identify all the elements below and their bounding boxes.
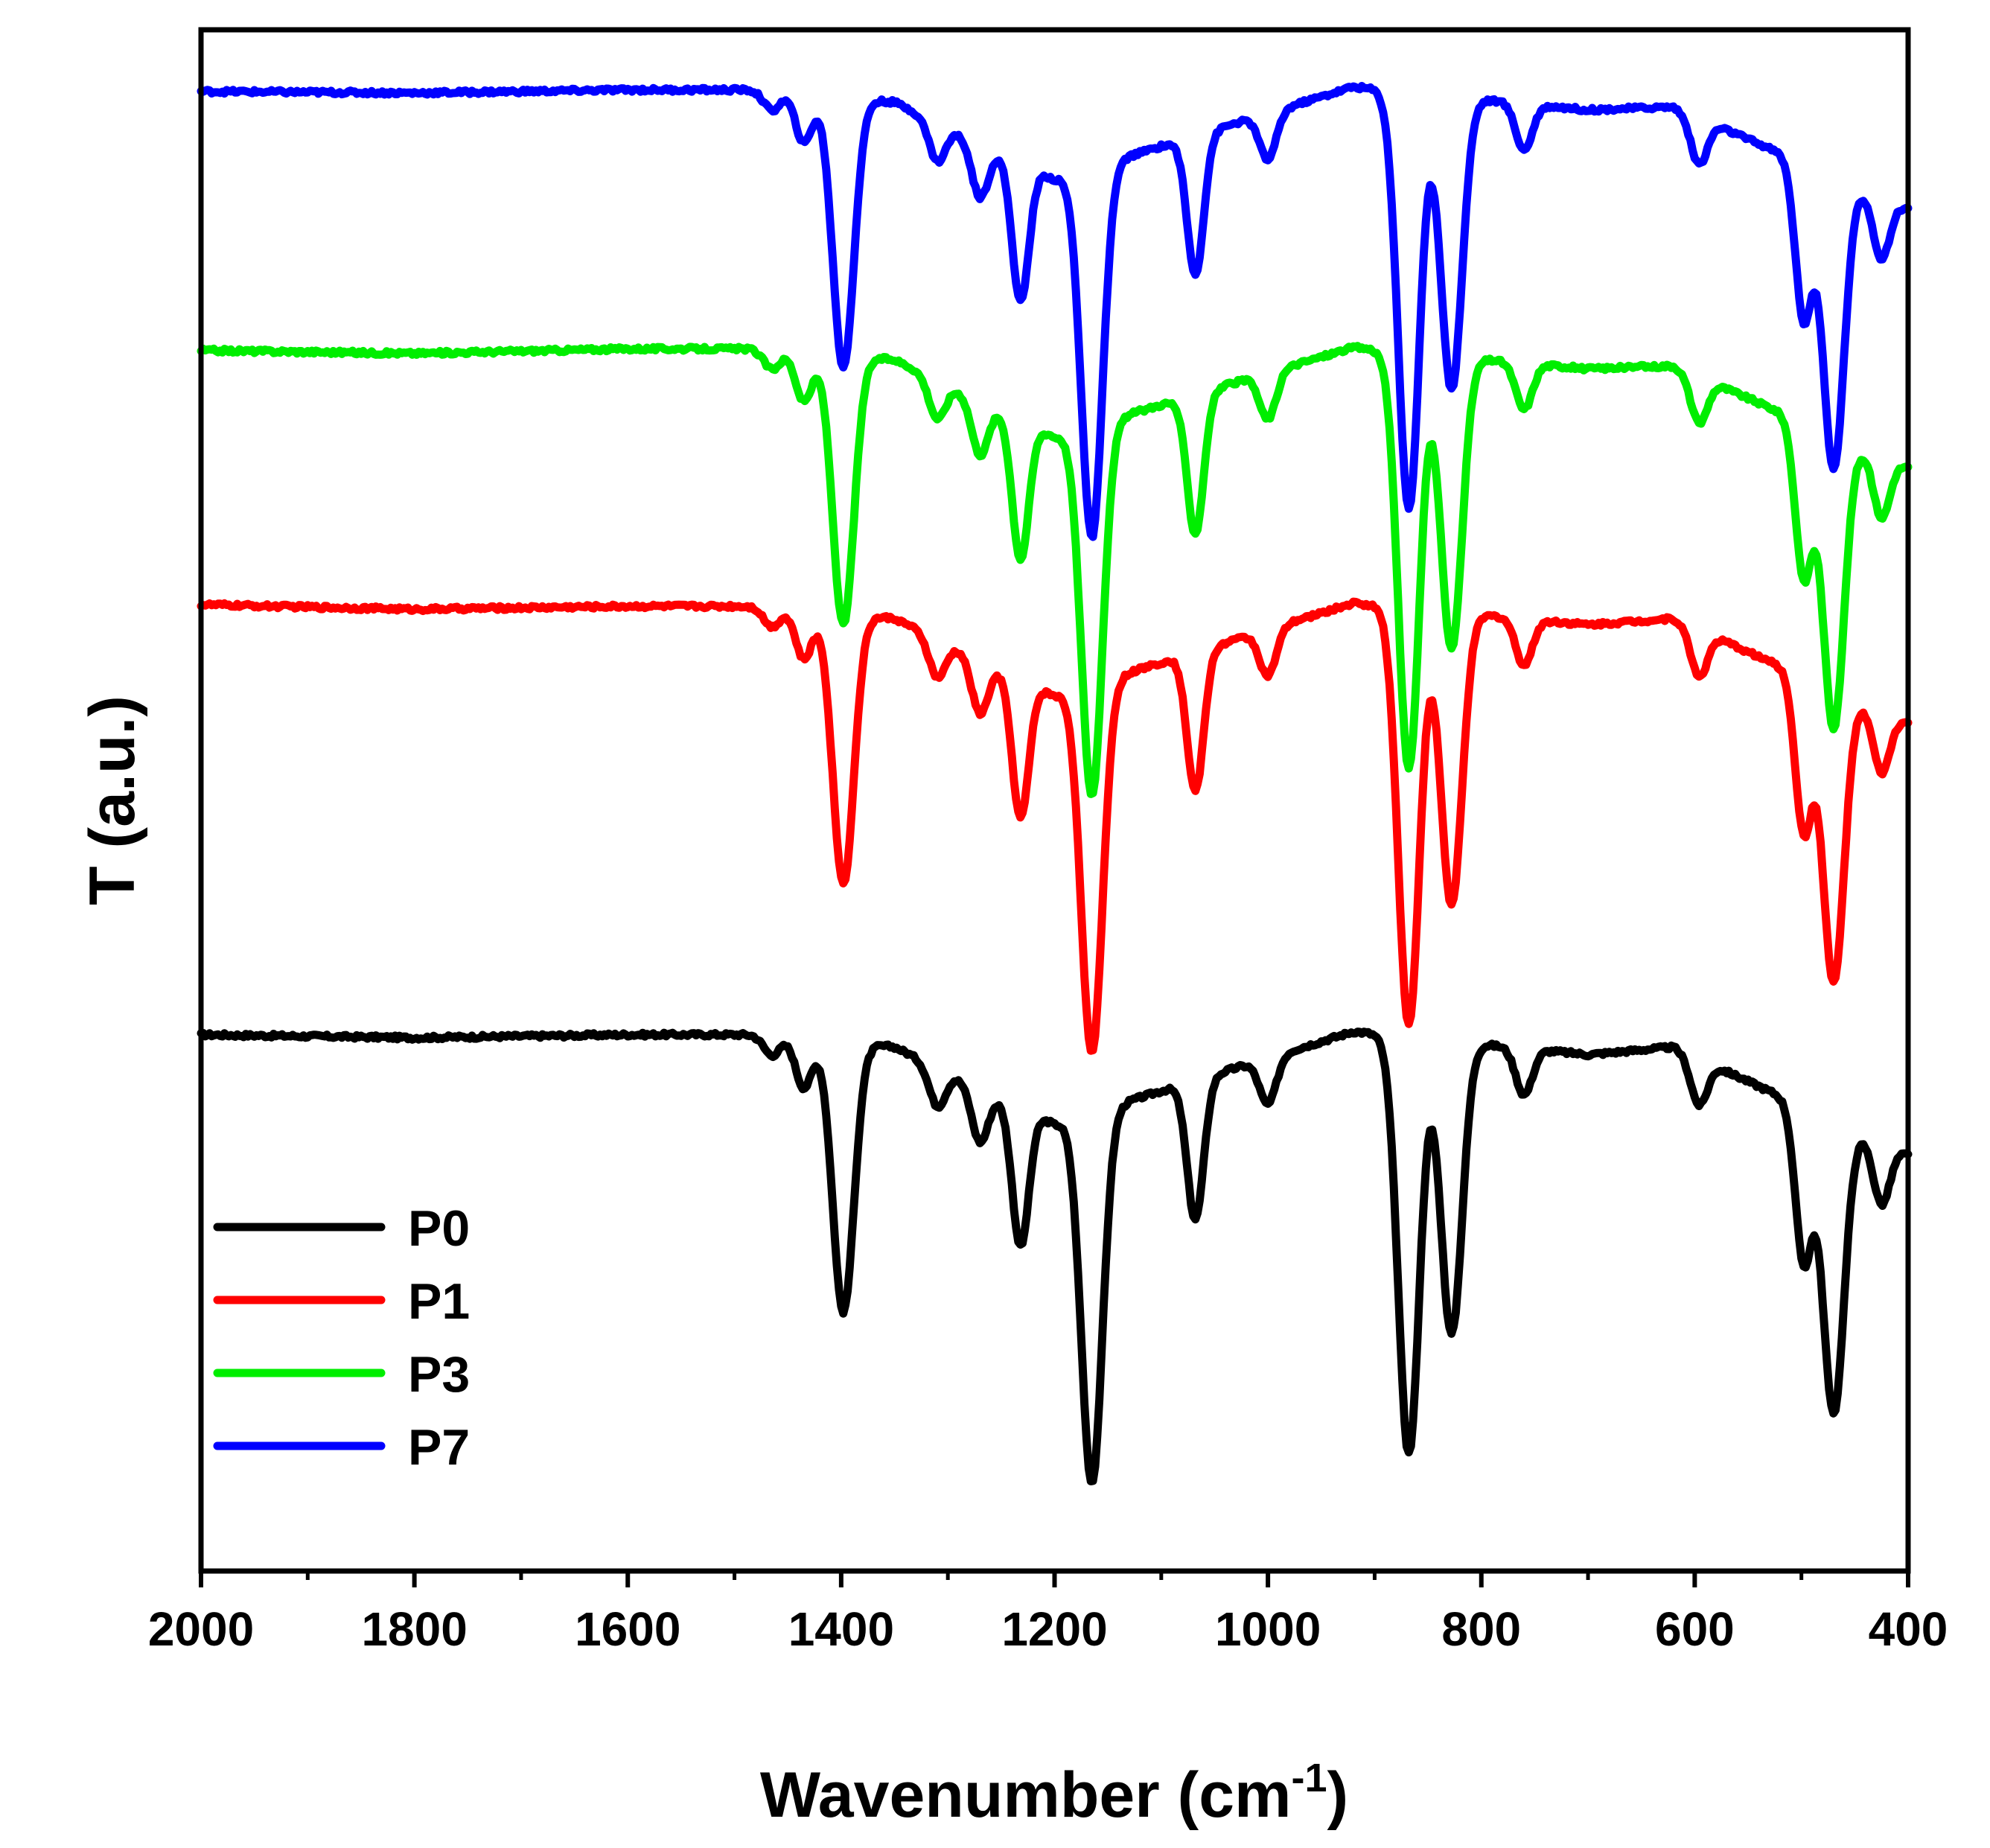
x-axis-title-suffix: ) bbox=[1327, 1759, 1349, 1831]
x-tick-label: 800 bbox=[1441, 1602, 1521, 1656]
series-p3-line bbox=[197, 342, 1913, 798]
legend-item-p7: P7 bbox=[213, 1419, 470, 1476]
x-tick-label: 1400 bbox=[788, 1602, 894, 1656]
series-p1-line bbox=[197, 597, 1913, 1055]
x-axis-title-text: Wavenumber (cm bbox=[760, 1759, 1292, 1831]
x-axis-title-superscript: -1 bbox=[1292, 1756, 1327, 1800]
x-tick-label: 1200 bbox=[1001, 1602, 1107, 1656]
tick-layer: 2000 1800 1600 1400 1200 1000 800 600 400 bbox=[148, 1571, 1948, 1656]
x-tick-label: 400 bbox=[1869, 1602, 1948, 1656]
legend-label: P3 bbox=[408, 1346, 470, 1403]
series-layer bbox=[197, 82, 1913, 1485]
x-tick-label: 2000 bbox=[148, 1602, 254, 1656]
legend-label: P1 bbox=[408, 1273, 470, 1330]
x-tick-label: 600 bbox=[1655, 1602, 1735, 1656]
plot-frame bbox=[198, 27, 1911, 1574]
series-p0-line bbox=[197, 1027, 1913, 1485]
legend-item-p0: P0 bbox=[213, 1200, 470, 1257]
legend-item-p3: P3 bbox=[213, 1346, 470, 1403]
legend-item-p1: P1 bbox=[213, 1273, 470, 1330]
x-tick-label: 1000 bbox=[1215, 1602, 1321, 1656]
legend-label: P0 bbox=[408, 1200, 470, 1257]
series-p7-line bbox=[197, 82, 1913, 541]
legend-label: P7 bbox=[408, 1419, 470, 1476]
x-tick-label: 1600 bbox=[575, 1602, 680, 1656]
x-axis-title: Wavenumber (cm-1) bbox=[760, 1756, 1348, 1831]
y-axis-title: T (a.u.) bbox=[77, 695, 148, 905]
x-tick-label: 1800 bbox=[361, 1602, 467, 1656]
legend: P0 P1 P3 P7 bbox=[213, 1200, 470, 1476]
